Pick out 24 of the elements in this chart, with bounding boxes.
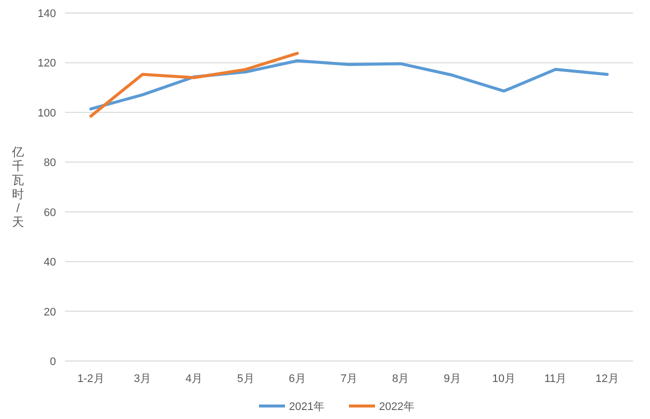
y-tick-label: 40 [44,256,56,269]
y-tick-label: 0 [50,356,56,368]
legend-label: 2022年 [379,401,414,413]
y-tick-label: 20 [44,306,56,318]
x-tick-label: 3月 [134,373,152,385]
x-tick-label: 6月 [288,373,306,385]
y-tick-label: 80 [44,157,56,170]
line-series [89,59,609,110]
x-tick-label: 4月 [186,373,203,385]
y-tick-label: 120 [38,58,56,70]
x-tick-label: 11月 [544,373,567,385]
y-axis-title: 亿千瓦时/天 [11,145,24,229]
x-tick-label: 5月 [237,373,254,385]
x-tick-label: 8月 [392,373,410,385]
x-tick-label: 12月 [596,373,619,385]
x-tick-label: 9月 [444,373,461,385]
x-tick-label: 7月 [340,373,358,385]
legend-label: 2021年 [289,401,324,413]
x-tick-label: 10月 [492,373,516,385]
y-tick-label: 60 [44,206,56,219]
y-tick-label: 140 [38,8,56,20]
line-series [89,52,299,118]
x-tick-label: 1-2月 [77,373,104,385]
y-tick-label: 100 [38,107,56,120]
